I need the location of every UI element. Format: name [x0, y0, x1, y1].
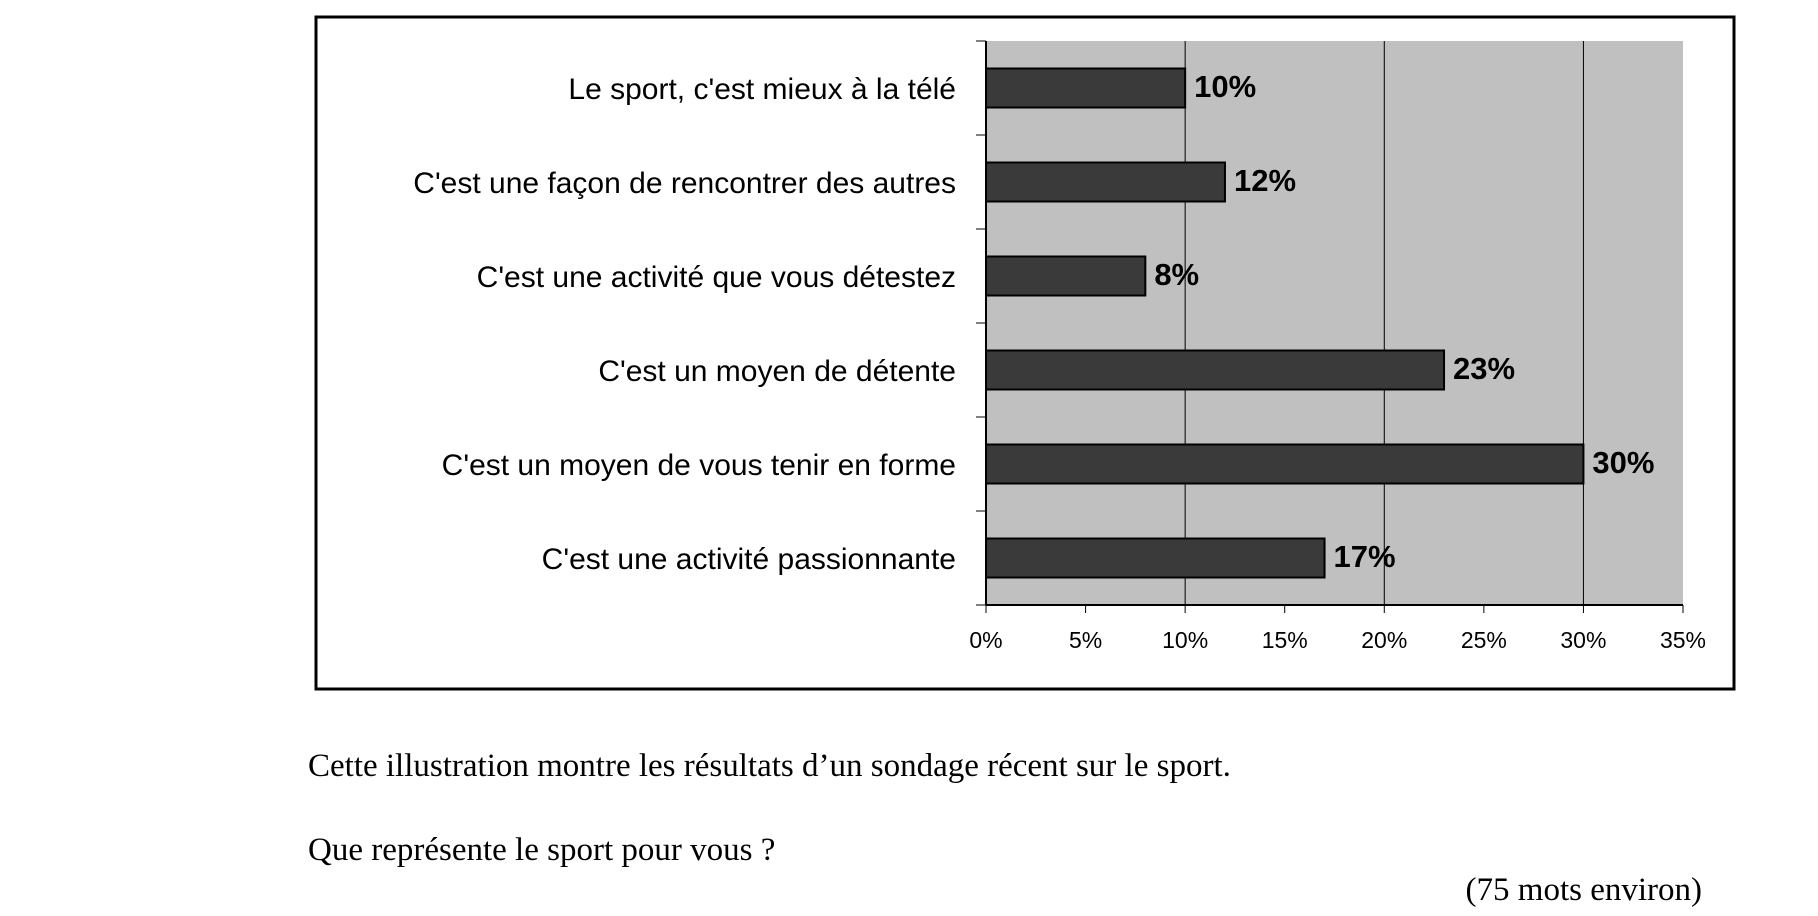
bar-chart: Le sport, c'est mieux à la télé C'est une…: [314, 15, 1736, 691]
axes: [976, 40, 1684, 613]
value-label-4: 23%: [1453, 351, 1515, 386]
category-label-2: C'est une façon de rencontrer des autres: [413, 167, 956, 200]
bar-3: [985, 255, 1147, 297]
bar-6: [985, 537, 1326, 579]
category-label-6: C'est une activité passionnante: [542, 543, 956, 576]
word-count-note: (75 mots environ): [1465, 872, 1702, 908]
bars: [985, 67, 1585, 579]
x-tick-label-5: 5%: [1069, 627, 1102, 653]
x-tick-label-0: 0%: [969, 627, 1002, 653]
category-label-1: Le sport, c'est mieux à la télé: [568, 73, 956, 106]
value-label-2: 12%: [1234, 163, 1296, 198]
gridlines: [1184, 41, 1584, 605]
x-tick-label-30: 30%: [1560, 627, 1606, 653]
question-text: Que représente le sport pour vous ?: [308, 832, 776, 868]
bar-2: [985, 161, 1226, 203]
value-label-6: 17%: [1334, 539, 1396, 574]
chart-caption: Cette illustration montre les résultats …: [308, 748, 1231, 784]
bar-4: [985, 349, 1446, 391]
value-label-5: 30%: [1592, 445, 1654, 480]
value-label-1: 10%: [1194, 69, 1256, 104]
x-tick-label-25: 25%: [1461, 627, 1507, 653]
category-labels: Le sport, c'est mieux à la télé C'est une…: [413, 73, 956, 576]
value-label-3: 8%: [1154, 257, 1199, 292]
bar-1: [985, 67, 1187, 109]
category-label-3: C'est une activité que vous détestez: [477, 261, 956, 294]
value-labels: 10% 12% 8% 23% 30% 17%: [1154, 69, 1654, 574]
bar-5: [985, 443, 1585, 485]
category-label-5: C'est un moyen de vous tenir en forme: [442, 449, 956, 482]
x-tick-label-35: 35%: [1660, 627, 1706, 653]
category-label-4: C'est un moyen de détente: [598, 355, 956, 388]
x-tick-label-15: 15%: [1262, 627, 1308, 653]
plot-area: [986, 41, 1683, 605]
x-tick-labels: 0% 5% 10% 15% 20% 25% 30% 35%: [969, 627, 1706, 653]
x-tick-label-20: 20%: [1361, 627, 1407, 653]
x-tick-label-10: 10%: [1162, 627, 1208, 653]
